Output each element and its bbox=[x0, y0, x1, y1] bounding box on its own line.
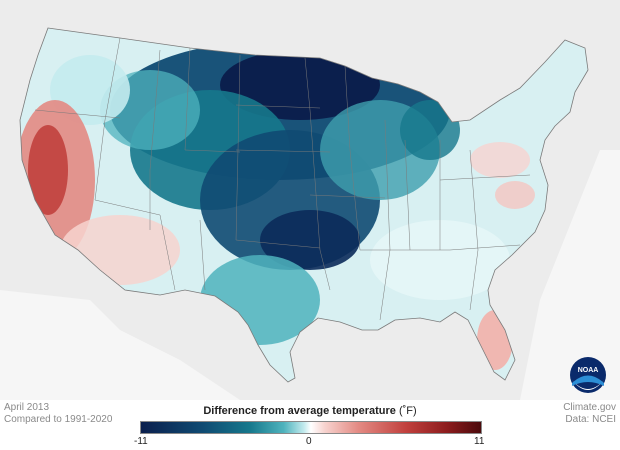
noaa-logo-text: NOAA bbox=[578, 367, 599, 374]
source-label: Data: NCEI bbox=[565, 414, 616, 425]
legend-unit: (˚F) bbox=[398, 405, 417, 417]
legend-title: Difference from average temperature (˚F) bbox=[140, 405, 480, 417]
temperature-anomaly-map: NOAA bbox=[0, 0, 620, 400]
us-outline bbox=[19, 27, 589, 383]
legend-title-text: Difference from average temperature bbox=[203, 405, 396, 417]
color-scale-bar bbox=[140, 421, 482, 434]
state-borders bbox=[34, 37, 531, 321]
legend-mid-label: 0 bbox=[306, 436, 312, 447]
legend-max-label: 11 bbox=[474, 436, 485, 447]
noaa-logo bbox=[570, 357, 606, 393]
credit-label: Climate.gov bbox=[563, 402, 616, 413]
baseline-label: Compared to 1991-2020 bbox=[4, 414, 113, 425]
map-footer: April 2013 Compared to 1991-2020 Differe… bbox=[0, 400, 620, 450]
period-label: April 2013 bbox=[4, 402, 50, 413]
pacific-ocean bbox=[0, 290, 240, 400]
legend-min-label: -11 bbox=[134, 436, 148, 447]
atlantic-ocean bbox=[520, 150, 620, 400]
map-canvas: NOAA bbox=[0, 27, 620, 400]
